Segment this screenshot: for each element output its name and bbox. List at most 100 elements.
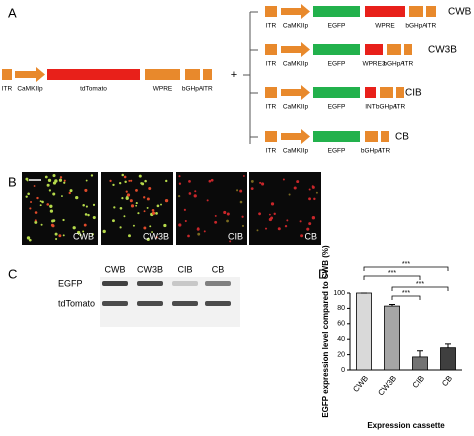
cell xyxy=(58,234,62,238)
cell xyxy=(34,220,38,224)
cell xyxy=(119,206,123,210)
element-label: bGHpA xyxy=(376,104,398,111)
element-box xyxy=(409,6,423,17)
element-box xyxy=(396,87,404,98)
cell xyxy=(308,222,312,226)
x-tick-label: CW3B xyxy=(376,374,398,397)
cell xyxy=(79,233,82,237)
element-box xyxy=(365,131,378,142)
cell xyxy=(178,182,182,185)
cell xyxy=(229,240,232,243)
y-tick-label: 60 xyxy=(337,321,345,328)
cell xyxy=(163,223,167,228)
cell xyxy=(250,187,254,191)
bar xyxy=(384,305,400,371)
promoter-arrow xyxy=(281,4,310,19)
element-box xyxy=(313,131,360,142)
cell xyxy=(208,179,212,183)
significance-label: *** xyxy=(402,290,410,297)
element-label: EGFP xyxy=(328,61,346,68)
element-box xyxy=(265,131,277,142)
element-box xyxy=(404,44,412,55)
significance-bracket xyxy=(363,266,449,271)
cell xyxy=(46,203,50,206)
element-label: EGFP xyxy=(328,104,346,111)
cell xyxy=(299,220,302,223)
image-label: CB xyxy=(304,231,317,241)
element-label: bGHpA xyxy=(361,148,383,155)
cell xyxy=(259,181,262,184)
cell xyxy=(121,197,124,200)
lane-label: CW3B xyxy=(137,264,163,274)
cell xyxy=(242,175,245,177)
element-label: ITR xyxy=(380,148,391,155)
cell xyxy=(75,195,79,200)
cell xyxy=(124,180,127,184)
image-label: CIB xyxy=(228,231,243,241)
cell xyxy=(315,191,318,194)
image-label: CWB xyxy=(73,231,94,241)
significance-label: *** xyxy=(388,270,396,277)
cell xyxy=(214,214,217,217)
cell xyxy=(149,225,152,228)
element-label: bGHpA xyxy=(182,86,204,93)
y-axis-title: EGFP expression level compared to CWB (%… xyxy=(321,245,330,418)
cell xyxy=(313,197,316,201)
cell xyxy=(286,219,289,222)
cell xyxy=(306,227,310,231)
element-label: CaMKIIp xyxy=(283,61,309,68)
significance-bracket xyxy=(391,286,449,291)
promoter-arrow xyxy=(15,67,45,82)
error-bar xyxy=(389,304,395,307)
element-label: bGHpA xyxy=(383,61,405,68)
band xyxy=(137,281,163,286)
cell xyxy=(151,209,155,212)
cell xyxy=(132,224,135,227)
element-label: EGFP xyxy=(328,23,346,30)
element-box xyxy=(380,87,393,98)
element-label: WPRE3 xyxy=(362,61,386,68)
element-box xyxy=(265,44,277,55)
cell xyxy=(119,226,122,229)
cell xyxy=(282,178,285,181)
cell xyxy=(300,234,304,238)
cell xyxy=(187,234,190,238)
cell xyxy=(268,213,271,216)
cell xyxy=(128,234,131,238)
cell xyxy=(84,213,88,216)
cell xyxy=(311,185,315,189)
cell xyxy=(188,179,191,183)
cell xyxy=(40,223,43,226)
panel-label: A xyxy=(8,5,17,20)
element-label: WPRE xyxy=(375,23,395,30)
cell xyxy=(39,200,42,203)
cell xyxy=(54,232,58,236)
y-tick-label: 40 xyxy=(337,336,345,343)
element-label: INT xyxy=(365,104,376,111)
element-box xyxy=(387,44,401,55)
cell xyxy=(85,179,88,182)
cell xyxy=(137,212,140,215)
band xyxy=(205,281,231,286)
cell xyxy=(143,210,146,213)
cell xyxy=(146,237,150,241)
element-label: bGHpA xyxy=(405,23,427,30)
cell xyxy=(203,230,206,233)
element-box xyxy=(365,6,405,17)
cell xyxy=(55,237,58,241)
element-label: tdTomato xyxy=(80,86,107,93)
cell xyxy=(52,174,56,178)
cell xyxy=(72,226,76,230)
element-box xyxy=(145,69,180,80)
lane-label: CWB xyxy=(105,264,126,274)
construct-name: CB xyxy=(395,132,409,143)
cell xyxy=(47,178,52,182)
significance-bracket xyxy=(363,275,421,280)
cell xyxy=(130,204,135,208)
cell xyxy=(41,200,44,204)
promoter-arrow xyxy=(281,129,310,144)
cell xyxy=(119,182,122,185)
element-label: ITR xyxy=(266,148,277,155)
cell xyxy=(214,220,218,224)
cell xyxy=(261,182,265,186)
